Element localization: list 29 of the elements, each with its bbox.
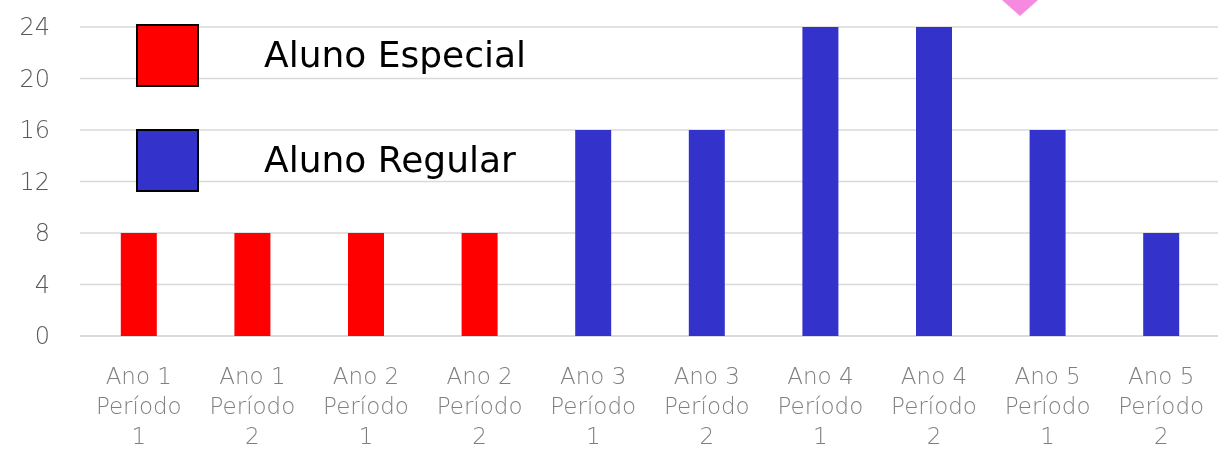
y-tick-label: 8 [34, 219, 50, 248]
legend-label: Aluno Regular [264, 139, 517, 180]
y-tick-label: 24 [19, 13, 50, 42]
y-tick-label: 0 [34, 322, 50, 351]
x-tick-label: Ano 2 Período 1 [323, 363, 409, 449]
x-tick-label: Ano 5 Período 1 [1004, 363, 1091, 449]
x-tick-label: Ano 2 Período 2 [436, 363, 523, 449]
y-tick-label: 4 [34, 270, 50, 299]
bar [234, 233, 271, 336]
x-tick-label: Ano 3 Período 2 [663, 363, 750, 449]
bar [575, 130, 612, 336]
bar [802, 27, 839, 336]
bar [688, 130, 725, 336]
bar [916, 27, 952, 336]
bar [1029, 130, 1066, 336]
x-tick-label: Ano 4 Período 2 [891, 363, 977, 449]
bar [1143, 233, 1180, 336]
y-tick-label: 16 [19, 116, 50, 145]
x-tick-label: Ano 3 Período 1 [550, 363, 637, 449]
bar [348, 233, 384, 336]
legend-label: Aluno Especial [264, 34, 527, 75]
y-tick-label: 20 [19, 64, 50, 93]
x-tick-label: Ano 1 Período 1 [95, 363, 182, 449]
y-tick-label: 12 [19, 167, 50, 196]
x-tick-label: Ano 1 Período 2 [209, 363, 296, 449]
x-tick-label: Ano 4 Período 1 [777, 363, 864, 449]
bar [461, 233, 498, 336]
x-tick-label: Ano 5 Período 2 [1118, 363, 1205, 449]
bar [120, 233, 157, 336]
